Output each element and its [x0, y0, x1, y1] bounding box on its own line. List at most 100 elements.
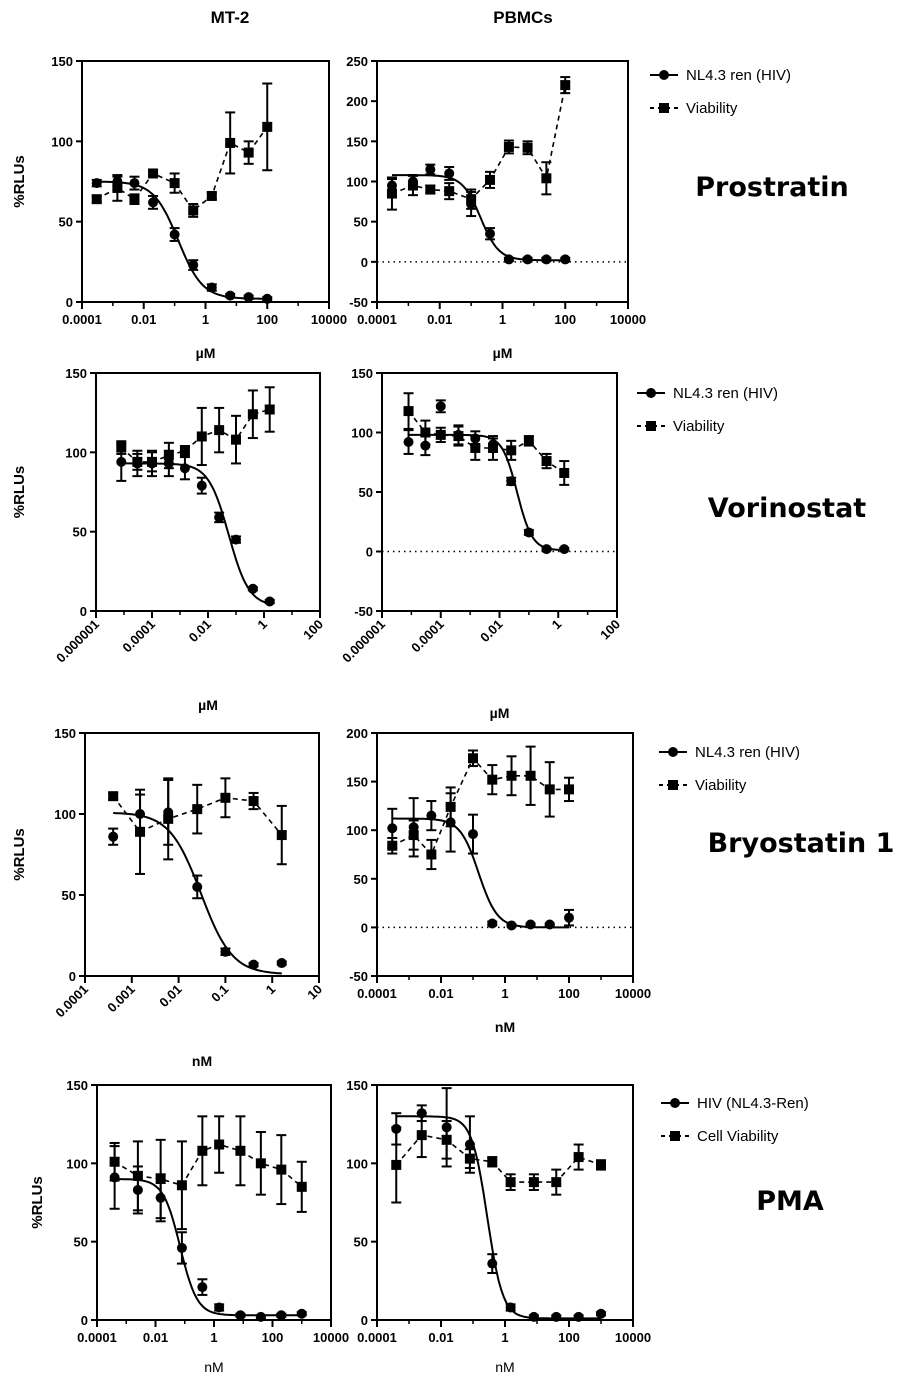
- chart-bryostatin-mt2: 0 50 100 150 0.0001 0.001 0.01 0.1 1 10 %RLUs nM: [11, 726, 325, 1069]
- data-point: [262, 293, 273, 304]
- data-point: [387, 823, 398, 834]
- y-tick-label: 50: [74, 1235, 88, 1250]
- data-point: [528, 1177, 539, 1188]
- data-point: [91, 194, 102, 205]
- data-point: [214, 425, 225, 436]
- y-tick-label: 50: [59, 215, 73, 230]
- data-point: [544, 919, 555, 930]
- viability-series: [391, 1112, 606, 1204]
- x-tick-label: 1: [549, 617, 565, 633]
- y-tick-label: 250: [346, 54, 368, 69]
- data-point: [573, 1311, 584, 1322]
- viability-series: [91, 82, 273, 218]
- data-point: [276, 958, 287, 969]
- x-tick-label: 100: [300, 617, 326, 643]
- data-point: [220, 946, 231, 957]
- viability-series: [109, 1115, 307, 1231]
- y-tick-label: 150: [346, 1078, 368, 1093]
- data-point: [559, 467, 570, 478]
- data-point: [505, 1302, 516, 1313]
- chart-vorinostat-mt2: 0 50 100 150 0.000001 0.0001 0.01 1 100 %RLUs µM: [11, 366, 326, 713]
- data-point: [426, 849, 437, 860]
- legend-4: HIV (NL4.3-Ren) Cell Viability: [661, 1095, 809, 1145]
- hiv-fit-curve: [408, 433, 565, 552]
- x-tick-label: 0.001: [104, 982, 138, 1016]
- x-tick-label: 100: [597, 617, 623, 643]
- plot-frame: [96, 1084, 332, 1321]
- legend-label-hiv: NL4.3 ren (HIV): [695, 744, 800, 761]
- plot-frame: [84, 732, 320, 977]
- data-point: [108, 791, 119, 802]
- x-tick-label: 1: [501, 1330, 508, 1345]
- x-tick-label: 0.0001: [52, 982, 91, 1021]
- x-tick-label: 0.01: [428, 1330, 453, 1345]
- legend-marker-circle: [646, 388, 656, 398]
- x-tick-label: 0.01: [143, 1330, 168, 1345]
- data-point: [506, 770, 517, 781]
- data-point: [176, 1180, 187, 1191]
- data-point: [116, 456, 127, 467]
- y-tick-label: -50: [349, 295, 368, 310]
- x-tick-label: 0.01: [428, 986, 453, 1001]
- y-tick-label: 0: [366, 545, 373, 560]
- data-point: [262, 121, 273, 132]
- y-tick-label: 100: [351, 426, 373, 441]
- legend-label-viability: Viability: [695, 777, 747, 794]
- y-tick-label: 100: [51, 134, 73, 149]
- data-point: [255, 1311, 266, 1322]
- y-tick-label: 50: [354, 872, 368, 887]
- y-tick-label: 50: [73, 525, 87, 540]
- data-point: [444, 168, 455, 179]
- chart-pma-mt2: 0 50 100 150 0.0001 0.01 1 100 10000 %RLUs nM: [29, 1078, 349, 1375]
- x-tick-label: 100: [558, 986, 580, 1001]
- data-point: [129, 194, 140, 205]
- y-tick-label: 100: [65, 445, 87, 460]
- y-tick-label: 100: [346, 175, 368, 190]
- x-tick-label: 0.0001: [357, 986, 397, 1001]
- y-tick-label: 0: [80, 604, 87, 619]
- chart-prostratin-mt2: 0 50 100 150 0.0001 0.01 1 100 10000 %RLUs µM: [11, 54, 347, 361]
- hiv-fit-curve: [96, 180, 268, 300]
- x-axis-label: nM: [204, 1359, 223, 1375]
- hiv-series: [403, 399, 570, 555]
- data-point: [487, 1156, 498, 1167]
- viability-series: [116, 386, 275, 473]
- x-tick-label: 100: [558, 1330, 580, 1345]
- y-axis-label: %RLUs: [11, 828, 28, 881]
- legend-marker-square: [646, 421, 656, 431]
- legend-marker-circle: [670, 1098, 680, 1108]
- y-tick-label: 0: [69, 969, 76, 984]
- hiv-fit-curve: [396, 1115, 601, 1320]
- y-tick-label: 100: [66, 1156, 88, 1171]
- hiv-series: [387, 792, 574, 931]
- data-point: [214, 1139, 225, 1150]
- legends: NL4.3 ren (HIV) Viability NL4.3 ren (HIV) V…: [637, 67, 809, 1145]
- data-point: [485, 228, 496, 239]
- data-point: [551, 1177, 562, 1188]
- data-point: [276, 1164, 287, 1175]
- data-point: [559, 544, 570, 555]
- viability-connector-line: [391, 84, 567, 201]
- hiv-series: [116, 441, 275, 607]
- plot-frame: [376, 732, 634, 977]
- data-point: [403, 406, 414, 417]
- data-point: [196, 431, 207, 442]
- data-point: [560, 80, 571, 91]
- legend-1: NL4.3 ren (HIV) Viability: [650, 67, 791, 117]
- column-title-pbmcs: PBMCs: [493, 8, 553, 27]
- legend-marker-square: [659, 103, 669, 113]
- data-point: [464, 1153, 475, 1164]
- data-point: [214, 1302, 225, 1313]
- x-tick-label: 0.0001: [357, 312, 397, 327]
- data-point: [179, 445, 190, 456]
- data-point: [453, 431, 464, 442]
- data-point: [188, 205, 199, 216]
- chart-pma-pbmc: 0 50 100 150 0.0001 0.01 1 100 10000 nM: [346, 1078, 651, 1375]
- viability-connector-line: [407, 410, 565, 474]
- data-point: [544, 784, 555, 795]
- data-point: [163, 450, 174, 461]
- chart-bryostatin-pbmc: -50 0 50 100 150 200 0.0001 0.01 1 100 10000 nM: [346, 726, 651, 1035]
- x-tick-label: 10000: [615, 986, 651, 1001]
- data-point: [522, 254, 533, 265]
- data-point: [231, 534, 241, 545]
